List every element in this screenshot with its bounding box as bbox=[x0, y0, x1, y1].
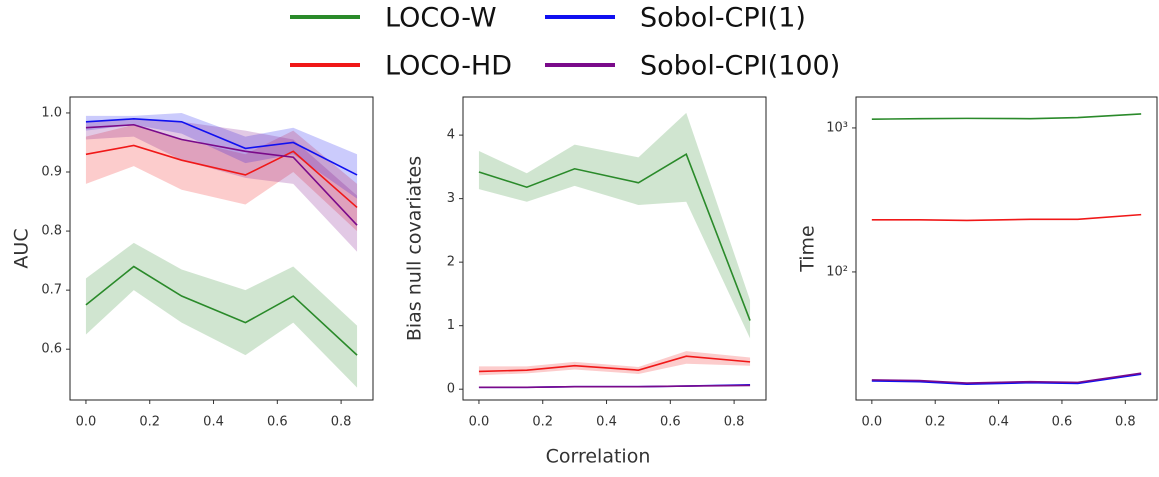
series-line bbox=[871, 373, 1142, 386]
subplot: 0.0 0.2 0.4 0.6 0.8 0 1 2 3 4 Bias null covariates bbox=[404, 96, 767, 430]
legend-label: Sobol-CPI(1) bbox=[640, 3, 806, 34]
confidence-band bbox=[85, 112, 358, 199]
x-tick-label: 0.4 bbox=[203, 415, 224, 430]
y-tick-label: 0.8 bbox=[41, 224, 62, 239]
x-tick-label: 0.2 bbox=[139, 415, 160, 430]
x-tick-label: 0.0 bbox=[861, 415, 882, 430]
legend-label: LOCO-W bbox=[385, 3, 497, 34]
series-line bbox=[478, 355, 751, 373]
series-line bbox=[871, 213, 1142, 222]
y-axis-label: Time bbox=[797, 225, 819, 273]
subplot: 0.0 0.2 0.4 0.6 0.8 0.6 0.7 0.8 0.9 1.0 AUC bbox=[11, 96, 374, 430]
y-tick-label: 0.7 bbox=[41, 283, 62, 298]
y-tick-label: 0.9 bbox=[41, 165, 62, 180]
legend-label: LOCO-HD bbox=[385, 51, 512, 82]
series-line bbox=[478, 384, 751, 389]
x-tick-label: 0.4 bbox=[988, 415, 1009, 430]
confidence-band bbox=[478, 351, 751, 376]
y-tick-label: 0 bbox=[447, 382, 455, 397]
x-tick-label: 0.6 bbox=[267, 415, 288, 430]
series-line bbox=[85, 265, 358, 356]
confidence-band bbox=[85, 118, 358, 252]
x-tick-label: 0.8 bbox=[724, 415, 745, 430]
series-line bbox=[478, 152, 751, 321]
plot-frame bbox=[69, 96, 374, 401]
x-tick-label: 0.6 bbox=[660, 415, 681, 430]
y-tick-label: 4 bbox=[447, 128, 455, 143]
series-line bbox=[871, 372, 1142, 384]
y-tick-label: 1.0 bbox=[41, 105, 62, 120]
series-line bbox=[85, 123, 358, 226]
x-tick-label: 0.6 bbox=[1052, 415, 1073, 430]
x-tick-label: 0.8 bbox=[1115, 415, 1136, 430]
y-tick-label: 3 bbox=[447, 191, 455, 206]
y-axis-label: AUC bbox=[11, 228, 33, 268]
x-tick-label: 0.0 bbox=[469, 415, 490, 430]
x-tick-label: 0.2 bbox=[925, 415, 946, 430]
plot-frame bbox=[462, 96, 767, 401]
subplot: 0.0 0.2 0.4 0.6 0.8 10² 10³ Time bbox=[797, 96, 1158, 430]
y-tick-label: 2 bbox=[447, 255, 455, 270]
confidence-band bbox=[478, 112, 751, 339]
y-axis-label: Bias null covariates bbox=[404, 156, 426, 341]
x-tick-label: 0.8 bbox=[331, 415, 352, 430]
x-tick-label: 0.4 bbox=[596, 415, 617, 430]
confidence-band bbox=[85, 242, 358, 388]
series-line bbox=[85, 144, 358, 209]
y-tick-label: 10³ bbox=[826, 120, 848, 135]
y-tick-label: 10² bbox=[826, 264, 848, 279]
x-tick-label: 0.0 bbox=[76, 415, 97, 430]
y-tick-label: 1 bbox=[447, 318, 455, 333]
y-tick-label: 0.6 bbox=[41, 342, 62, 357]
x-axis-label: Correlation bbox=[546, 446, 651, 468]
legend-label: Sobol-CPI(100) bbox=[640, 51, 840, 82]
series-line bbox=[871, 113, 1142, 120]
plot-frame bbox=[855, 96, 1158, 401]
series-line bbox=[85, 118, 358, 176]
x-tick-label: 0.2 bbox=[532, 415, 553, 430]
